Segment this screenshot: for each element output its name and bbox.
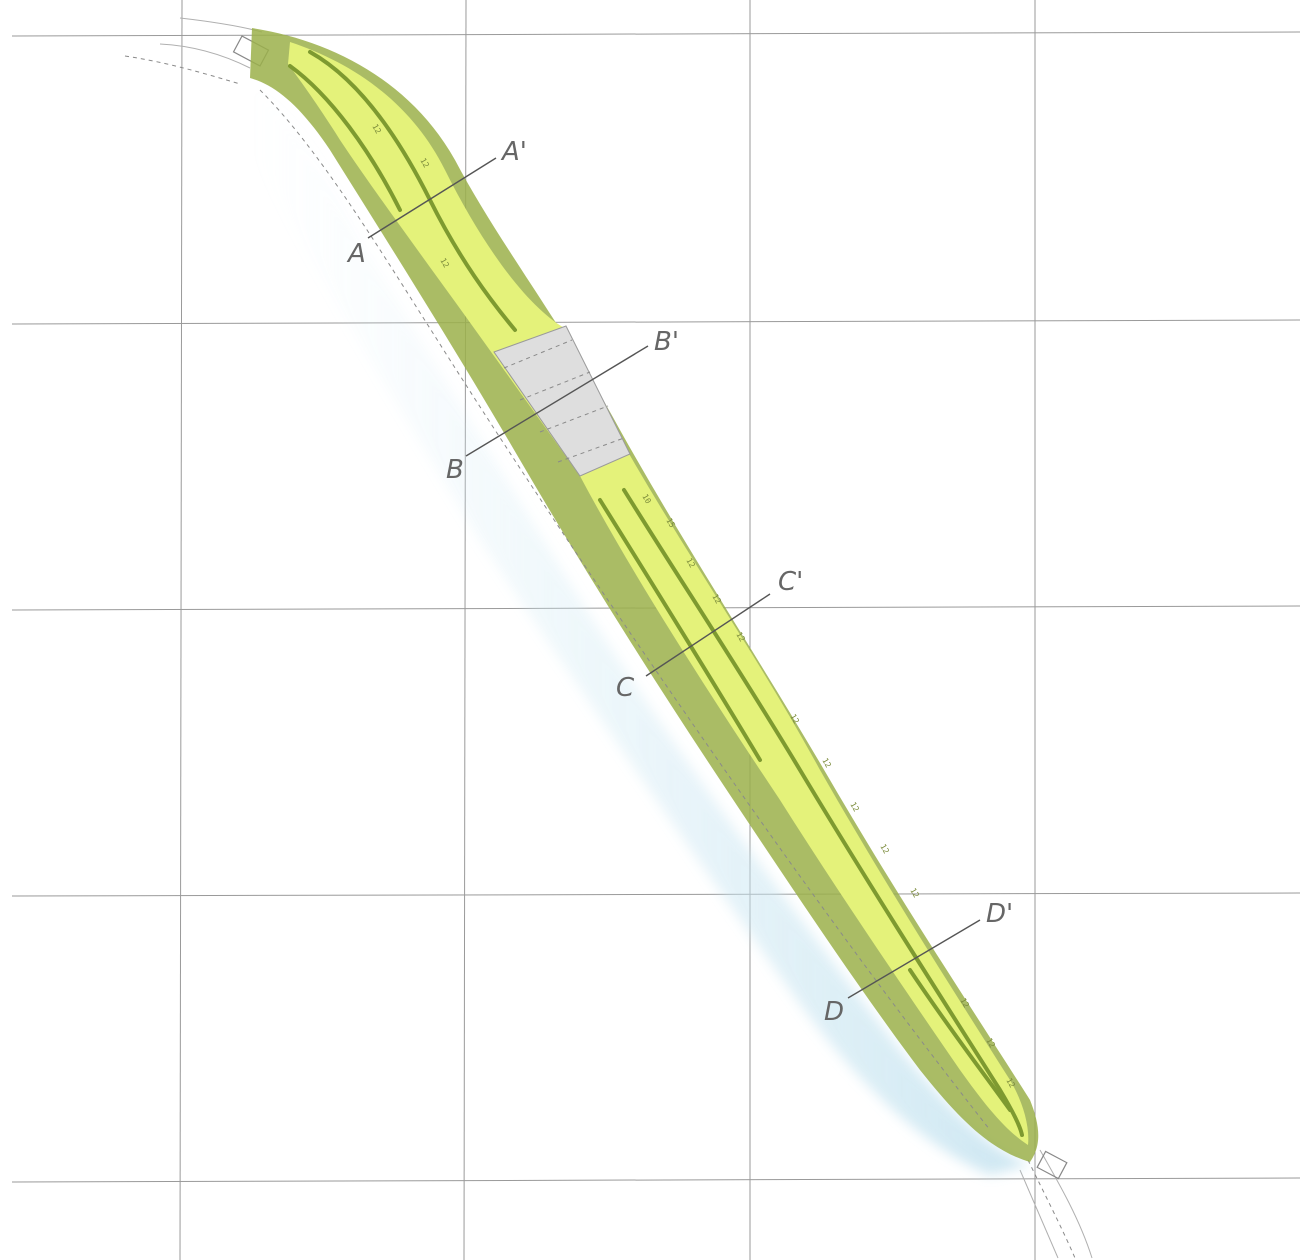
- lane-mark: 12: [908, 887, 921, 900]
- section-line-D: [847, 919, 981, 999]
- lane-mark: 12: [734, 631, 747, 644]
- section-label-A-start: A: [346, 239, 366, 269]
- grid-line-h2: [11, 319, 1301, 325]
- lane-mark: 12: [710, 593, 723, 606]
- lane-mark: 12: [984, 1037, 997, 1050]
- section-B: B B': [446, 327, 679, 485]
- grid-line-h5: [11, 1177, 1301, 1183]
- section-line-A: [367, 157, 497, 239]
- grid-line-h1: [11, 31, 1301, 37]
- section-C: C C': [616, 567, 803, 703]
- lane-mark: 12: [370, 123, 383, 136]
- marker-box-south: [1036, 1150, 1068, 1180]
- section-label-C-start: C: [616, 673, 635, 703]
- lane-dividers: [288, 50, 1024, 1137]
- lane-mark: 12: [848, 801, 861, 814]
- lane-mark: 15: [664, 517, 677, 530]
- bridge-section: [493, 325, 631, 477]
- section-label-C-end: C': [778, 567, 803, 597]
- section-A: A A': [346, 137, 527, 269]
- lane-mark: 12: [878, 843, 891, 856]
- water-wash: [250, 80, 1030, 1175]
- lane-mark: 12: [788, 713, 801, 726]
- section-label-D-start: D: [824, 997, 844, 1027]
- bridge-dashes: [503, 339, 625, 463]
- section-label-B-end: B': [654, 327, 679, 357]
- lane-mark: 12: [820, 757, 833, 770]
- grid-line-h4: [11, 892, 1301, 897]
- section-line-C: [645, 593, 771, 677]
- lane-mark: 10: [640, 493, 653, 506]
- lane-marks: 12 12 12 10 15 12 12 12 12 12 12 12 12 1…: [370, 123, 1017, 1090]
- section-label-B-start: B: [446, 455, 464, 485]
- lane-mark: 12: [418, 157, 431, 170]
- grid-line-v1: [179, 0, 183, 1260]
- lane-mark: 12: [1004, 1077, 1017, 1090]
- section-line-B: [465, 345, 649, 457]
- section-D: D D': [824, 899, 1013, 1027]
- grid: [11, 0, 1301, 1260]
- edge-dashes: [259, 89, 991, 1131]
- section-label-D-end: D': [986, 899, 1013, 929]
- lane-mark: 12: [684, 557, 697, 570]
- approach-road-south: [1019, 1149, 1093, 1259]
- lane-mark: 12: [958, 997, 971, 1010]
- section-label-A-end: A': [500, 137, 527, 167]
- lane-mark: 12: [438, 257, 451, 270]
